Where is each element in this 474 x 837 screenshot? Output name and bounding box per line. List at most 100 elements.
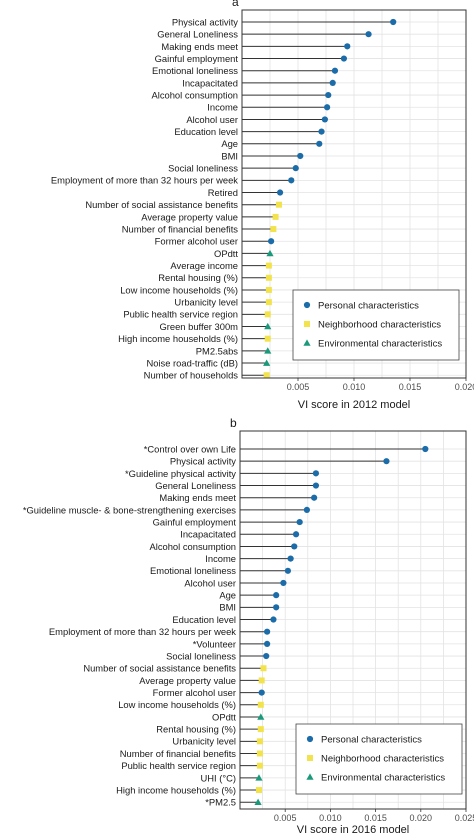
y-tick-label: Employment of more than 32 hours per wee…: [49, 626, 236, 637]
data-point-neighborhood: [257, 726, 264, 733]
data-point-neighborhood: [256, 750, 263, 757]
y-tick-label: *Volunteer: [193, 638, 236, 649]
data-point-neighborhood: [265, 274, 272, 281]
y-tick-label: Average income: [170, 260, 238, 271]
data-point-personal: [303, 506, 310, 513]
data-point-personal: [258, 689, 265, 696]
y-tick-label: Number of social assistance benefits: [83, 663, 236, 674]
y-tick-label: Public health service region: [123, 309, 238, 320]
y-tick-label: Alcohol user: [184, 577, 236, 588]
x-tick-label: 0.025: [455, 813, 474, 823]
data-point-neighborhood: [255, 787, 262, 794]
data-point-personal: [276, 189, 284, 196]
data-point-personal: [297, 152, 304, 160]
legend-box: [295, 723, 463, 795]
y-tick-label: Social loneliness: [168, 163, 238, 174]
y-tick-label: *Control over own Life: [144, 443, 236, 454]
data-point-environmental: [255, 774, 263, 781]
legend-label: Neighborhood characteristics: [321, 753, 444, 764]
data-point-neighborhood: [265, 286, 272, 293]
y-tick-label: Physical activity: [170, 456, 236, 467]
legend-box: [292, 289, 460, 361]
legend-label: Personal characteristics: [318, 300, 419, 311]
y-tick-label: *PM2.5: [205, 797, 236, 808]
y-tick-label: Number of financial benefits: [122, 223, 239, 234]
data-point-personal: [264, 640, 271, 647]
data-point-neighborhood: [264, 335, 271, 342]
y-tick-label: Making ends meet: [159, 492, 236, 503]
data-point-personal: [324, 104, 331, 111]
data-point-personal: [273, 604, 280, 611]
data-point-environmental: [266, 249, 274, 257]
y-tick-label: High income households (%): [116, 784, 236, 795]
data-point-personal: [325, 91, 332, 99]
data-point-personal: [321, 116, 328, 123]
data-point-neighborhood: [265, 299, 272, 306]
data-point-personal: [331, 67, 339, 74]
y-tick-label: Retired: [208, 187, 238, 198]
y-tick-label: Noise road-traffic (dB): [146, 357, 238, 368]
data-point-personal: [312, 470, 320, 477]
data-point-personal: [270, 616, 277, 623]
data-point-environmental: [264, 322, 272, 330]
x-tick-label: 0.005: [287, 382, 310, 392]
x-axis-label: VI score in 2016 model: [297, 824, 410, 836]
data-point-personal: [316, 140, 323, 147]
y-tick-label: Low income households (%): [120, 284, 238, 295]
data-point-personal: [329, 79, 336, 86]
y-tick-label: Urbanicity level: [172, 736, 236, 747]
y-tick-label: Public health service region: [121, 760, 236, 771]
y-tick-label: Income: [205, 553, 236, 564]
data-point-neighborhood: [275, 201, 282, 208]
y-tick-label: PM2.5abs: [196, 345, 239, 356]
data-point-neighborhood: [264, 311, 271, 318]
y-tick-label: Education level: [174, 126, 238, 137]
data-point-personal: [284, 567, 292, 574]
y-tick-label: *Guideline physical activity: [125, 468, 236, 479]
y-tick-label: Education level: [172, 614, 236, 625]
legend-key-neighborhood: [304, 321, 310, 327]
x-tick-label: 0.020: [455, 382, 474, 392]
data-point-environmental: [264, 347, 272, 354]
y-tick-label: Incapacitated: [182, 77, 238, 88]
x-tick-label: 0.015: [364, 813, 387, 823]
y-tick-label: Income: [207, 102, 238, 113]
data-point-personal: [390, 18, 397, 26]
y-tick-label: OPdtt: [212, 711, 236, 722]
plot-border: [239, 430, 467, 810]
x-tick-label: 0.020: [410, 813, 433, 823]
data-point-neighborhood: [263, 372, 270, 379]
y-tick-label: Making ends meet: [161, 41, 238, 52]
data-point-personal: [292, 165, 299, 172]
y-tick-label: Average property value: [139, 675, 236, 686]
x-tick-label: 0.010: [319, 813, 342, 823]
y-tick-label: Alcohol consumption: [149, 541, 236, 552]
x-tick-label: 0.010: [343, 382, 366, 392]
y-tick-label: Emotional loneliness: [152, 65, 238, 76]
y-tick-label: General Loneliness: [157, 29, 238, 40]
y-tick-label: General Loneliness: [155, 480, 236, 491]
y-tick-label: Number of financial benefits: [120, 748, 237, 759]
legend-key-neighborhood: [307, 755, 313, 761]
data-point-personal: [312, 482, 320, 489]
y-tick-label: Urbanicity level: [174, 297, 238, 308]
y-tick-label: Green buffer 300m: [159, 321, 238, 332]
data-point-personal: [291, 543, 298, 550]
y-tick-label: Number of social assistance benefits: [85, 199, 238, 210]
legend-label: Neighborhood characteristics: [318, 319, 441, 330]
y-tick-label: High income households (%): [118, 333, 238, 344]
data-point-personal: [365, 31, 372, 38]
legend-key-personal: [303, 301, 311, 309]
data-point-neighborhood: [270, 226, 277, 233]
y-tick-label: Alcohol user: [186, 114, 238, 125]
data-point-personal: [296, 518, 303, 526]
legend-key-environmental: [306, 773, 314, 780]
data-point-personal: [383, 458, 390, 465]
data-point-neighborhood: [260, 665, 267, 672]
y-tick-label: Gainful employment: [155, 53, 239, 64]
y-tick-label: UHI (°C): [200, 772, 236, 783]
data-point-personal: [422, 445, 429, 453]
y-tick-label: Emotional loneliness: [150, 565, 236, 576]
legend: Personal characteristics Neighborhood cha…: [292, 289, 460, 361]
y-tick-label: Former alcohol user: [153, 687, 236, 698]
